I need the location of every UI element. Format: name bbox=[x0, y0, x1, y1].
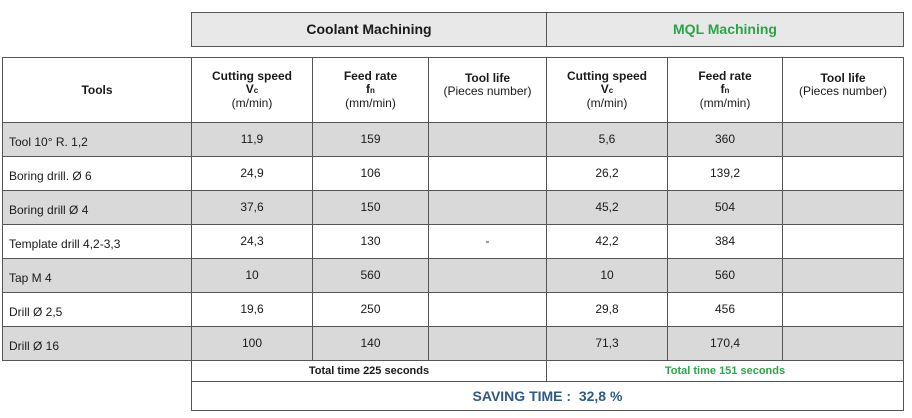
tool-life-unit: (Pieces number) bbox=[798, 84, 888, 98]
table-cell-m-speed: 29,8 bbox=[546, 292, 668, 327]
table-cell-c-speed: 11,9 bbox=[191, 122, 313, 157]
table-cell-m-speed: 45,2 bbox=[546, 190, 668, 225]
table-cell-m-life bbox=[782, 326, 904, 361]
group-header-coolant: Coolant Machining bbox=[191, 12, 547, 47]
cutting-speed-unit: (m/min) bbox=[231, 96, 273, 110]
feed-rate-unit: (mm/min) bbox=[345, 96, 396, 110]
table-cell-c-life bbox=[428, 292, 547, 327]
table-cell-c-speed: 24,3 bbox=[191, 224, 313, 259]
table-cell-c-life: - bbox=[428, 224, 547, 259]
table-cell-c-feed: 106 bbox=[312, 156, 429, 191]
cutting-speed-symbol-main: V bbox=[600, 82, 609, 96]
table-cell-m-life bbox=[782, 122, 904, 157]
feed-rate-label-stack: Feed rate fn (mm/min) bbox=[698, 70, 751, 110]
feed-rate-label-stack: Feed rate fn (mm/min) bbox=[344, 70, 397, 110]
total-time-mql: Total time 151 seconds bbox=[546, 360, 904, 382]
tool-name-cell: Drill Ø 2,5 bbox=[2, 292, 192, 327]
table-cell-m-life bbox=[782, 292, 904, 327]
table-cell-c-speed: 24,9 bbox=[191, 156, 313, 191]
table-cell-m-feed: 384 bbox=[667, 224, 783, 259]
total-time-coolant: Total time 225 seconds bbox=[191, 360, 547, 382]
cutting-speed-unit: (m/min) bbox=[586, 96, 628, 110]
feed-rate-symbol-main: f bbox=[366, 82, 371, 96]
table-cell-m-speed: 5,6 bbox=[546, 122, 668, 157]
table-cell-c-speed: 10 bbox=[191, 258, 313, 293]
table-cell-m-life bbox=[782, 258, 904, 293]
column-header-tool-life-mql: Tool life (Pieces number) bbox=[782, 57, 904, 123]
table-cell-m-feed: 504 bbox=[667, 190, 783, 225]
table-cell-m-speed: 71,3 bbox=[546, 326, 668, 361]
tool-life-label-stack: Tool life (Pieces number) bbox=[443, 72, 531, 98]
table-cell-m-feed: 360 bbox=[667, 122, 783, 157]
tool-name-cell: Boring drill. Ø 6 bbox=[2, 156, 192, 191]
table-cell-c-speed: 100 bbox=[191, 326, 313, 361]
feed-rate-title: Feed rate bbox=[698, 69, 752, 83]
cutting-speed-label-stack: Cutting speed Vc (m/min) bbox=[212, 70, 292, 110]
cutting-speed-symbol-main: V bbox=[245, 82, 254, 96]
column-header-feed-rate-mql: Feed rate fn (mm/min) bbox=[667, 57, 783, 123]
cutting-speed-symbol: Vc bbox=[601, 83, 613, 97]
table-cell-m-life bbox=[782, 156, 904, 191]
tool-life-label-stack: Tool life (Pieces number) bbox=[799, 72, 887, 98]
cutting-speed-symbol: Vc bbox=[246, 83, 258, 97]
feed-rate-title: Feed rate bbox=[343, 69, 398, 83]
cutting-speed-symbol-sub: c bbox=[608, 86, 614, 95]
tool-life-title: Tool life bbox=[464, 71, 511, 85]
table-cell-c-speed: 19,6 bbox=[191, 292, 313, 327]
table-cell-m-speed: 42,2 bbox=[546, 224, 668, 259]
column-header-tool-life-coolant: Tool life (Pieces number) bbox=[428, 57, 547, 123]
table-cell-m-feed: 560 bbox=[667, 258, 783, 293]
cutting-speed-symbol-sub: c bbox=[253, 86, 259, 95]
tool-name-cell: Tool 10° R. 1,2 bbox=[2, 122, 192, 157]
group-header-mql: MQL Machining bbox=[546, 12, 904, 47]
cutting-speed-title: Cutting speed bbox=[212, 69, 292, 83]
tool-life-unit: (Pieces number) bbox=[443, 84, 532, 98]
table-cell-c-feed: 250 bbox=[312, 292, 429, 327]
feed-rate-symbol-sub: n bbox=[724, 86, 730, 95]
table-cell-c-feed: 159 bbox=[312, 122, 429, 157]
table-cell-c-life bbox=[428, 156, 547, 191]
cutting-speed-label-stack: Cutting speed Vc (m/min) bbox=[567, 70, 647, 110]
table-cell-c-feed: 140 bbox=[312, 326, 429, 361]
table-cell-m-life bbox=[782, 224, 904, 259]
table-cell-m-feed: 456 bbox=[667, 292, 783, 327]
tool-name-cell: Template drill 4,2-3,3 bbox=[2, 224, 192, 259]
saving-time: SAVING TIME : 32,8 % bbox=[191, 381, 904, 411]
feed-rate-unit: (mm/min) bbox=[699, 96, 751, 110]
feed-rate-symbol-sub: n bbox=[370, 86, 375, 95]
feed-rate-symbol: fn bbox=[721, 83, 730, 97]
column-header-tools: Tools bbox=[2, 57, 192, 123]
tool-name-cell: Boring drill Ø 4 bbox=[2, 190, 192, 225]
column-header-feed-rate-coolant: Feed rate fn (mm/min) bbox=[312, 57, 429, 123]
column-header-cutting-speed-mql: Cutting speed Vc (m/min) bbox=[546, 57, 668, 123]
table-cell-c-feed: 150 bbox=[312, 190, 429, 225]
table-cell-m-feed: 139,2 bbox=[667, 156, 783, 191]
feed-rate-symbol: fn bbox=[366, 83, 375, 97]
table-cell-c-life bbox=[428, 326, 547, 361]
table-cell-m-speed: 10 bbox=[546, 258, 668, 293]
table-cell-m-life bbox=[782, 190, 904, 225]
column-header-cutting-speed-coolant: Cutting speed Vc (m/min) bbox=[191, 57, 313, 123]
table-cell-c-feed: 130 bbox=[312, 224, 429, 259]
table-cell-c-life bbox=[428, 190, 547, 225]
tool-name-cell: Tap M 4 bbox=[2, 258, 192, 293]
cutting-speed-title: Cutting speed bbox=[567, 69, 647, 83]
tool-life-title: Tool life bbox=[820, 71, 866, 85]
table-cell-c-life bbox=[428, 258, 547, 293]
table-cell-c-feed: 560 bbox=[312, 258, 429, 293]
table-cell-c-speed: 37,6 bbox=[191, 190, 313, 225]
table-cell-c-life bbox=[428, 122, 547, 157]
tool-name-cell: Drill Ø 16 bbox=[2, 326, 192, 361]
feed-rate-symbol-main: f bbox=[720, 82, 725, 96]
table-cell-m-feed: 170,4 bbox=[667, 326, 783, 361]
table-cell-m-speed: 26,2 bbox=[546, 156, 668, 191]
